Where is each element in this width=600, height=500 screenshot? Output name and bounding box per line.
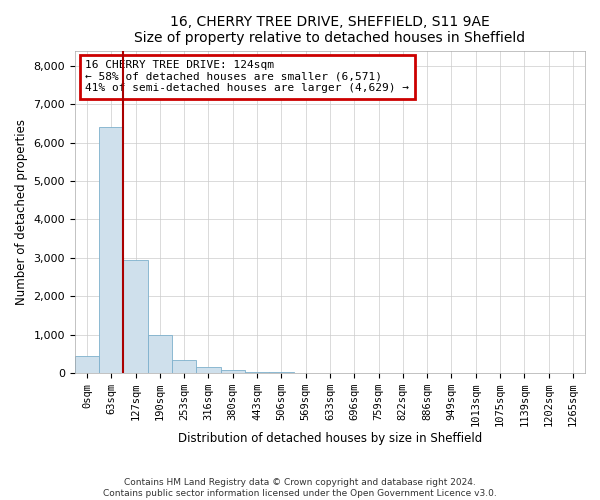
Y-axis label: Number of detached properties: Number of detached properties bbox=[15, 119, 28, 305]
X-axis label: Distribution of detached houses by size in Sheffield: Distribution of detached houses by size … bbox=[178, 432, 482, 445]
Bar bbox=[245, 372, 269, 373]
Text: Contains HM Land Registry data © Crown copyright and database right 2024.
Contai: Contains HM Land Registry data © Crown c… bbox=[103, 478, 497, 498]
Title: 16, CHERRY TREE DRIVE, SHEFFIELD, S11 9AE
Size of property relative to detached : 16, CHERRY TREE DRIVE, SHEFFIELD, S11 9A… bbox=[134, 15, 526, 45]
Bar bbox=[172, 360, 196, 373]
Text: 16 CHERRY TREE DRIVE: 124sqm
← 58% of detached houses are smaller (6,571)
41% of: 16 CHERRY TREE DRIVE: 124sqm ← 58% of de… bbox=[85, 60, 409, 94]
Bar bbox=[124, 260, 148, 373]
Bar bbox=[99, 128, 124, 373]
Bar bbox=[196, 367, 221, 373]
Bar bbox=[75, 356, 99, 373]
Bar bbox=[269, 372, 293, 373]
Bar bbox=[221, 370, 245, 373]
Bar bbox=[148, 336, 172, 373]
